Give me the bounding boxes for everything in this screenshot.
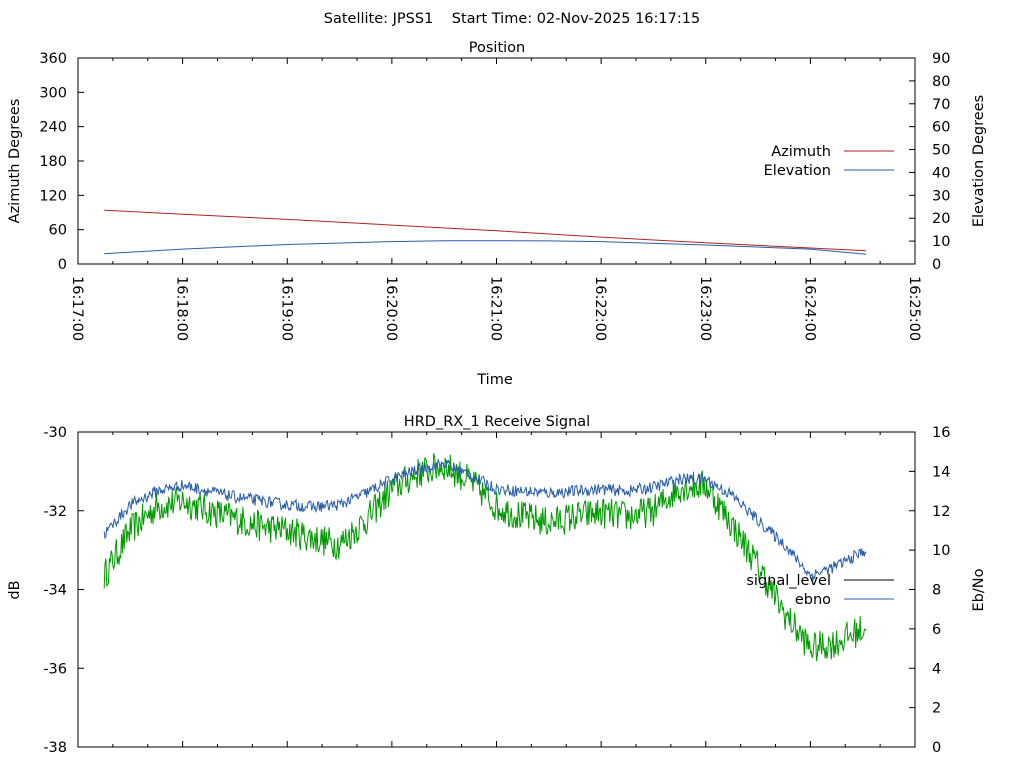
time-axis-label: Time	[476, 372, 513, 388]
elevation-tick-label: 20	[932, 211, 950, 227]
azimuth-tick-label: 60	[49, 223, 67, 239]
ebno-tick-label: 16	[932, 425, 950, 441]
time-tick-label: 16:21:00	[488, 276, 504, 341]
db-tick-label: -36	[43, 661, 67, 677]
ebno-series-line	[103, 457, 867, 581]
signal-chart: HRD_RX_1 Receive Signal -30 -32 -34 -36 -38 0…	[7, 414, 987, 756]
azimuth-axis-label: Azimuth Degrees	[7, 99, 23, 224]
elevation-tick-label: 50	[932, 143, 950, 159]
signal-series	[103, 453, 867, 662]
green-signal-line	[103, 453, 867, 662]
elevation-tick-label: 30	[932, 188, 950, 204]
azimuth-series-line	[104, 209, 867, 252]
position-axis-ticks: 0 60 120 180 240 300 360 0 10 20 30 40 50 60 70 80 90 16:…	[39, 51, 950, 341]
position-chart: Position 0 60 120 180 240 300 360 0 10 20 30 40 50 60…	[7, 40, 987, 388]
time-tick-label: 16:17:00	[69, 276, 85, 341]
legend-signal-level-label: signal_level	[746, 573, 831, 589]
azimuth-tick-label: 0	[58, 257, 67, 273]
elevation-series-line	[104, 240, 867, 255]
time-tick-label: 16:23:00	[697, 276, 713, 341]
db-tick-label: -32	[43, 504, 67, 520]
time-tick-label: 16:24:00	[801, 276, 817, 341]
ebno-tick-label: 6	[932, 622, 941, 638]
position-chart-title: Position	[469, 40, 525, 56]
elevation-tick-label: 40	[932, 165, 950, 181]
legend-azimuth-label: Azimuth	[771, 144, 831, 160]
time-tick-label: 16:22:00	[592, 276, 608, 341]
legend-elevation-label: Elevation	[764, 163, 831, 179]
page-title: Satellite: JPSS1 Start Time: 02-Nov-2025…	[324, 11, 700, 27]
db-axis-label: dB	[7, 580, 23, 599]
ebno-axis-label: Eb/No	[971, 568, 987, 611]
db-tick-label: -34	[43, 583, 67, 599]
azimuth-tick-label: 360	[39, 51, 67, 67]
ebno-tick-label: 0	[932, 740, 941, 756]
position-legend: Azimuth Elevation	[764, 144, 894, 179]
azimuth-tick-label: 300	[39, 85, 67, 101]
elevation-tick-label: 0	[932, 257, 941, 273]
time-tick-label: 16:25:00	[906, 276, 922, 341]
azimuth-tick-label: 180	[39, 154, 67, 170]
ebno-tick-label: 2	[932, 701, 941, 717]
elevation-tick-label: 70	[932, 97, 950, 113]
signal-chart-title: HRD_RX_1 Receive Signal	[404, 414, 590, 430]
ebno-tick-label: 8	[932, 583, 941, 599]
ebno-tick-label: 10	[932, 543, 950, 559]
db-tick-label: -38	[43, 740, 67, 756]
signal-plot-frame	[77, 431, 916, 748]
time-tick-label: 16:18:00	[174, 276, 190, 341]
elevation-tick-label: 60	[932, 120, 950, 136]
ebno-tick-label: 12	[932, 504, 950, 520]
position-plot-frame	[77, 57, 916, 265]
ebno-tick-label: 14	[932, 464, 950, 480]
azimuth-tick-label: 240	[39, 120, 67, 136]
legend-ebno-label: ebno	[795, 592, 831, 608]
elevation-tick-label: 90	[932, 51, 950, 67]
position-series	[104, 209, 867, 255]
azimuth-tick-label: 120	[39, 188, 67, 204]
db-tick-label: -30	[43, 425, 67, 441]
ebno-tick-label: 4	[932, 661, 941, 677]
signal-legend: signal_level ebno	[746, 573, 894, 608]
time-tick-label: 16:20:00	[383, 276, 399, 341]
elevation-axis-label: Elevation Degrees	[971, 95, 987, 227]
signal-axis-ticks: -30 -32 -34 -36 -38 0 2 4 6 8 10 12 14 16	[43, 425, 950, 756]
elevation-tick-label: 10	[932, 234, 950, 250]
time-tick-label: 16:19:00	[278, 276, 294, 341]
elevation-tick-label: 80	[932, 74, 950, 90]
